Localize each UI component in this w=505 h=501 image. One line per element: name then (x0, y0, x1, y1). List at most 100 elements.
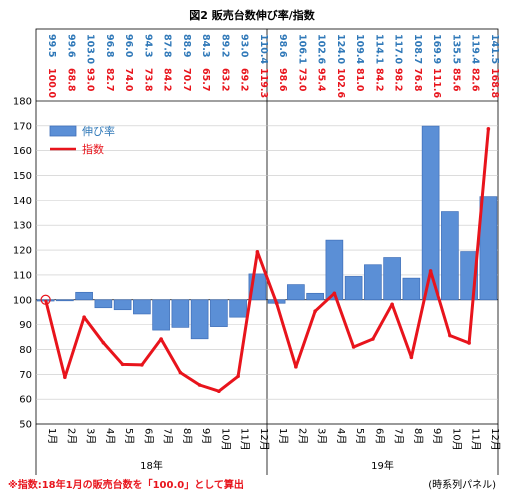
x-tick-label: 11月 (239, 428, 251, 451)
x-tick-label: 4月 (335, 428, 347, 444)
y-tick-label: 170 (13, 121, 32, 132)
bar-value-label: 89.2 (219, 34, 230, 57)
grid-lines (36, 125, 498, 400)
bar-value-label: 96.8 (104, 34, 115, 58)
bar-value-label: 99.6 (65, 34, 76, 58)
index-value-label: 98.6 (277, 68, 288, 92)
x-tick-label: 2月 (296, 428, 308, 444)
bar (171, 299, 190, 328)
bar-value-label: 96.0 (123, 34, 134, 58)
index-value-label: 93.0 (85, 68, 96, 92)
y-tick-label: 50 (19, 420, 32, 431)
index-point (159, 337, 163, 341)
x-axis: 1月 2月 3月 4月 5月 6月 7月 8月 9月 10月 11月 12月 1月 2月 3月 4月 5月 6月 7… (46, 428, 501, 472)
x-tick-label: 10月 (450, 428, 462, 451)
legend-bar-label: 伸び率 (82, 124, 115, 138)
y-tick-label: 70 (19, 370, 32, 381)
index-point (40, 294, 51, 305)
x-tick-label: 2月 (65, 428, 77, 444)
index-line (44, 128, 490, 393)
y-tick-label: 150 (13, 171, 32, 182)
y-tick-label: 80 (19, 345, 32, 356)
index-value-label: 74.0 (123, 68, 134, 92)
bar-value-label: 114.1 (373, 34, 384, 64)
index-value-label: 119.3 (258, 68, 269, 98)
bar-value-label: 93.0 (239, 34, 250, 58)
bar-value-label: 99.5 (46, 34, 57, 57)
index-point (236, 374, 240, 379)
bar-value-label: 108.7 (412, 34, 423, 64)
year-group-label: 19年 (371, 459, 394, 472)
index-point (217, 389, 221, 394)
y-tick-label: 130 (13, 221, 32, 232)
y-tick-label: 110 (13, 270, 32, 281)
index-point (313, 309, 317, 313)
x-tick-label: 6月 (142, 428, 154, 444)
index-point (294, 365, 298, 369)
index-value-label: 85.6 (450, 68, 461, 92)
bar (364, 264, 382, 301)
bar-value-label: 141.5 (489, 34, 500, 64)
source-label: (時系列パネル) (428, 478, 496, 491)
index-point (101, 340, 106, 345)
bar (94, 299, 113, 309)
year-group-label: 18年 (140, 459, 163, 472)
index-point (428, 269, 433, 273)
index-point (332, 291, 337, 296)
index-point (390, 302, 394, 307)
bar (75, 291, 93, 301)
index-value-label: 81.0 (354, 68, 365, 92)
x-tick-label: 7月 (393, 428, 405, 444)
bar (325, 239, 344, 301)
bar-value-label: 106.1 (296, 34, 307, 64)
index-point (351, 345, 356, 349)
bar-value-label: 109.4 (354, 34, 365, 64)
plot-frame (35, 28, 499, 475)
bar-value-label: 87.8 (162, 34, 173, 58)
index-value-label: 168.8 (489, 68, 500, 98)
legend-line-label: 指数 (82, 142, 104, 156)
index-value-label: 111.6 (431, 68, 442, 98)
bar (479, 196, 498, 301)
bar (344, 276, 363, 301)
data-labels: 99.5 99.6 103.0 96.8 96.0 94.3 87.8 88.9 84.3 89.… (46, 34, 500, 98)
index-value-label: 82.6 (470, 68, 481, 92)
x-tick-label: 4月 (104, 428, 116, 444)
x-tick-label: 11月 (470, 428, 482, 451)
index-point (467, 341, 471, 345)
index-point (409, 355, 414, 360)
index-point (197, 383, 202, 387)
x-tick-label: 5月 (354, 428, 366, 444)
legend-bar-swatch (49, 125, 77, 137)
bar-value-label: 94.3 (142, 34, 153, 57)
bar (287, 284, 305, 301)
index-point (82, 315, 86, 319)
y-tick-label: 180 (13, 97, 32, 108)
index-value-label: 73.8 (142, 68, 153, 92)
index-value-label: 65.7 (200, 68, 211, 91)
x-tick-label: 1月 (277, 428, 289, 444)
index-value-label: 100.0 (46, 68, 57, 98)
index-value-label: 70.7 (181, 68, 192, 91)
bar (441, 211, 459, 301)
y-axis: 50 60 70 80 90 100 110 120 130 140 150 160 170 180 (13, 97, 32, 431)
chart-title: 図2 販売台数伸び率/指数 (189, 8, 316, 22)
index-point (63, 375, 67, 380)
y-tick-label: 120 (13, 246, 32, 257)
x-tick-label: 5月 (123, 428, 135, 444)
bar-value-label: 119.4 (470, 34, 481, 64)
bar-value-label: 135.5 (450, 34, 461, 64)
index-point (120, 362, 125, 367)
y-tick-label: 140 (13, 196, 32, 207)
bar (190, 299, 209, 340)
index-point (178, 370, 183, 375)
bar (402, 277, 421, 301)
index-value-label: 76.8 (412, 68, 423, 92)
bar (133, 299, 151, 315)
bar (152, 299, 170, 331)
x-tick-label: 3月 (316, 428, 328, 444)
index-value-label: 84.2 (373, 68, 384, 91)
index-value-label: 68.8 (65, 68, 76, 92)
index-point (274, 301, 279, 306)
